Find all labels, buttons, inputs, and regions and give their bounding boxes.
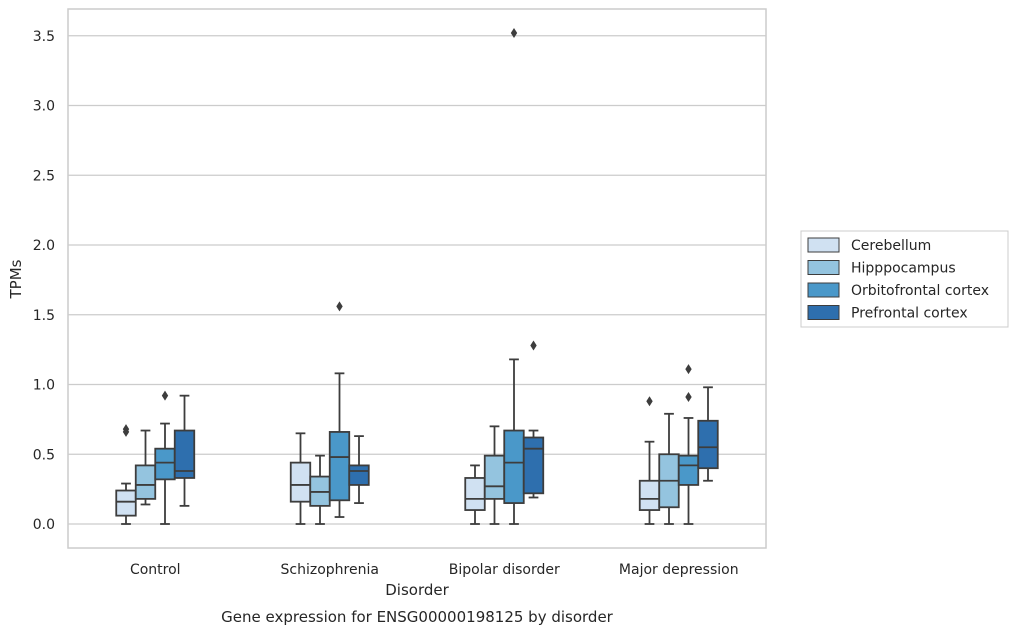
box-prefrontal-cortex	[173, 394, 196, 507]
legend-swatch	[807, 237, 840, 253]
legend-swatch	[807, 282, 840, 298]
y-tick-label: 2.0	[33, 238, 55, 254]
box-cerebellum	[289, 432, 312, 525]
x-tick-label: Major depression	[619, 562, 739, 578]
box-iqr	[677, 454, 700, 486]
box-iqr	[289, 461, 312, 503]
y-tick-label: 1.0	[33, 378, 55, 394]
box-iqr	[638, 479, 661, 511]
box-prefrontal-cortex	[522, 340, 545, 499]
box-iqr	[348, 464, 370, 486]
y-tick-label: 2.5	[33, 168, 55, 184]
box-hipppocampus	[134, 429, 157, 506]
x-axis-ticks: Control Schizophrenia Bipolar disorder Majo…	[130, 562, 739, 578]
chart-caption: Gene expression for ENSG00000198125 by d…	[221, 608, 614, 626]
box-hipppocampus	[483, 425, 506, 525]
box-iqr	[483, 454, 506, 500]
plot-area	[115, 27, 719, 525]
y-axis-title: TPMs	[7, 259, 25, 299]
legend-label: Cerebellum	[851, 238, 931, 254]
outlier-point	[646, 396, 653, 407]
y-axis-ticks: 0.0 0.5 1.0 1.5 2.0 2.5 3.0 3.5	[33, 29, 55, 533]
legend-label: Prefrontal cortex	[851, 306, 968, 322]
x-tick-label: Schizophrenia	[281, 562, 379, 578]
box-prefrontal-cortex	[697, 386, 719, 482]
box-orbitofrontal-cortex	[154, 390, 176, 525]
outlier-point	[685, 364, 692, 375]
legend-swatch	[807, 260, 840, 275]
box-iqr	[154, 447, 176, 481]
box-cerebellum	[464, 464, 486, 525]
box-orbitofrontal-cortex	[328, 301, 351, 518]
box-iqr	[697, 419, 719, 470]
legend-label: Orbitofrontal cortex	[851, 283, 989, 299]
box-iqr	[522, 436, 545, 495]
box-orbitofrontal-cortex	[503, 27, 525, 525]
legend-label: Hipppocampus	[851, 261, 956, 277]
x-axis-title: Disorder	[385, 581, 449, 599]
outlier-point	[530, 340, 537, 351]
box-hipppocampus	[309, 454, 331, 525]
y-tick-label: 1.5	[33, 308, 55, 324]
outlier-point	[122, 424, 130, 435]
box-iqr	[134, 464, 157, 500]
y-tick-label: 3.5	[33, 29, 55, 45]
box-prefrontal-cortex	[348, 435, 370, 504]
box-cerebellum	[638, 396, 661, 525]
box-cerebellum	[115, 424, 137, 525]
box-hipppocampus	[658, 412, 680, 525]
box-orbitofrontal-cortex	[677, 364, 700, 525]
box-iqr	[115, 489, 137, 517]
outlier-point	[510, 27, 518, 38]
box-iqr	[173, 429, 196, 479]
outlier-point	[161, 390, 169, 401]
outlier-point	[685, 392, 692, 403]
x-tick-label: Bipolar disorder	[449, 562, 560, 578]
box-iqr	[328, 431, 351, 502]
legend: Cerebellum Hipppocampus Orbitofrontal cort…	[800, 230, 1009, 328]
outlier-point	[336, 301, 343, 312]
y-tick-label: 3.0	[33, 99, 55, 115]
y-tick-label: 0.5	[33, 447, 55, 463]
plot-frame	[67, 8, 767, 549]
box-iqr	[464, 477, 486, 511]
y-tick-label: 0.0	[33, 517, 55, 533]
x-tick-label: Control	[130, 562, 181, 578]
box-iqr	[503, 429, 525, 504]
legend-swatch	[807, 305, 840, 320]
